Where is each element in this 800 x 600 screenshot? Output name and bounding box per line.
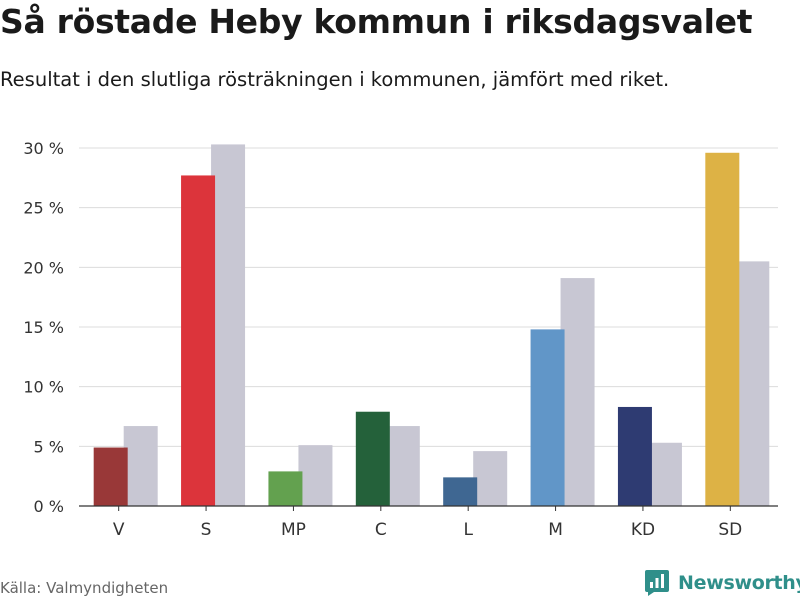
- y-axis-ticks: 0 % 5 % 10 % 15 % 20 % 25 % 30 %: [23, 139, 64, 516]
- x-tick-label: V: [113, 520, 125, 540]
- y-tick-label: 15 %: [23, 318, 64, 337]
- brand-name: Newsworthy: [678, 572, 800, 594]
- y-tick-label: 0 %: [34, 497, 64, 516]
- y-tick-label: 30 %: [23, 139, 64, 158]
- bar-riket-sd: [735, 261, 770, 506]
- x-tick-label: M: [548, 520, 563, 540]
- y-tick-label: 10 %: [23, 378, 64, 397]
- x-axis-ticks: V S MP C L M KD SD: [113, 506, 742, 540]
- bar-heby-kd: [617, 406, 652, 506]
- bar-riket-kd: [647, 442, 682, 506]
- x-tick-label: L: [463, 520, 473, 540]
- brand-logo: Newsworthy: [644, 568, 800, 598]
- x-tick-label: MP: [281, 520, 306, 540]
- bar-riket-s: [211, 144, 246, 507]
- bar-heby-mp: [268, 471, 303, 506]
- y-tick-label: 25 %: [23, 199, 64, 218]
- bar-riket-m: [560, 278, 595, 506]
- y-tick-label: 5 %: [34, 437, 64, 456]
- bar-heby-m: [530, 329, 565, 506]
- chart-title: Så röstade Heby kommun i riksdagsvalet: [0, 2, 753, 41]
- bar-riket-mp: [298, 445, 333, 506]
- bar-heby-c: [355, 411, 390, 506]
- x-tick-label: S: [201, 520, 212, 540]
- bar-heby-sd: [705, 152, 740, 507]
- newsworthy-logo-icon: [645, 570, 669, 596]
- bars: [93, 144, 770, 507]
- source-note: Källa: Valmyndigheten: [0, 579, 169, 597]
- x-tick-label: KD: [631, 520, 655, 540]
- bar-heby-l: [443, 477, 478, 506]
- bar-riket-l: [473, 451, 508, 506]
- y-tick-label: 20 %: [23, 258, 64, 277]
- x-tick-label: C: [375, 520, 387, 540]
- bar-chart: 0 % 5 % 10 % 15 % 20 % 25 % 30 % V S MP C L M KD SD: [23, 139, 778, 540]
- bar-riket-v: [123, 426, 158, 506]
- x-tick-label: SD: [718, 520, 742, 540]
- bar-heby-s: [181, 175, 216, 507]
- chart-subtitle: Resultat i den slutliga rösträkningen i …: [0, 68, 670, 91]
- bar-riket-c: [385, 426, 420, 506]
- bar-heby-v: [93, 447, 128, 506]
